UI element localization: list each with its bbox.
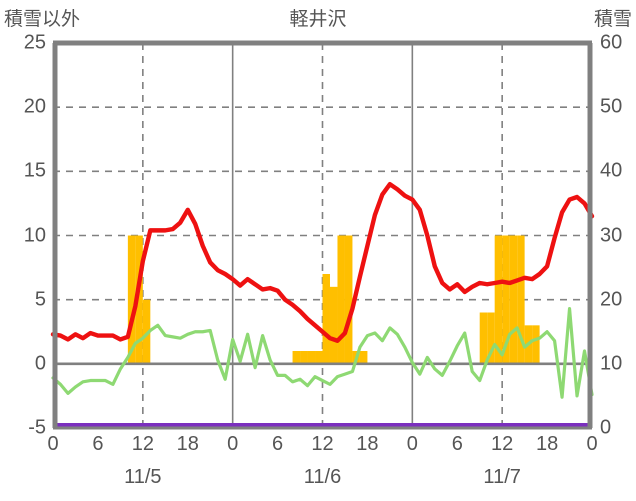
x-tick-5: 6: [272, 433, 284, 455]
day-label-11-6: 11/6: [303, 466, 342, 488]
x-tick-2: 12: [131, 433, 154, 455]
x-tick-1: 6: [92, 433, 104, 455]
precipitation-bar: [329, 286, 338, 364]
x-tick-11: 18: [535, 433, 559, 455]
y-tick-left-15: 15: [23, 159, 46, 182]
precipitation-bar: [359, 351, 368, 364]
y-tick-right-0: 0: [600, 416, 612, 439]
right-axis-title: 積雪: [593, 9, 632, 30]
precipitation-bar: [487, 312, 495, 364]
x-tick-3: 18: [176, 433, 199, 455]
x-tick-9: 6: [451, 433, 463, 455]
y-tick-left-10: 10: [23, 224, 46, 246]
y-tick-left-5: 5: [34, 288, 46, 311]
red-line-series: [50, 181, 595, 343]
y-tick-left-20: 20: [23, 95, 46, 118]
precipitation-bar: [127, 235, 136, 364]
precipitation-bar: [502, 235, 510, 364]
x-tick-8: 0: [406, 433, 418, 455]
y-tick-left-0: 0: [34, 352, 46, 375]
green-line-series: [51, 307, 594, 399]
y-tick-right-20: 20: [600, 288, 623, 311]
y-tick-right-50: 50: [600, 95, 623, 118]
precipitation-bar: [307, 351, 316, 364]
y-tick-right-30: 30: [600, 224, 623, 246]
day-label-11-7: 11/7: [483, 466, 521, 488]
y-tick-left--5: -5: [28, 416, 46, 439]
precipitation-bar: [135, 235, 143, 364]
precipitation-bar: [479, 312, 488, 364]
precipitation-bar: [337, 235, 345, 364]
x-tick-10: 12: [491, 433, 514, 455]
precipitation-bar: [344, 235, 353, 364]
day-label-11-5: 11/5: [124, 466, 162, 488]
precipitation-bar: [142, 299, 151, 364]
y-tick-left-25: 25: [23, 31, 46, 54]
precipitation-bar: [292, 351, 301, 364]
precipitation-bar: [517, 235, 525, 364]
precipitation-bar-group: [127, 235, 540, 364]
precipitation-bar: [509, 235, 518, 364]
y-tick-right-60: 60: [600, 31, 623, 54]
precipitation-bar: [300, 351, 308, 364]
y-tick-right-40: 40: [600, 159, 623, 182]
x-tick-6: 12: [311, 433, 334, 455]
y-tick-right-10: 10: [600, 352, 623, 375]
precipitation-bar: [315, 351, 323, 364]
precipitation-bar: [494, 235, 503, 364]
chart-title: 軽井沢: [289, 9, 347, 30]
x-tick-7: 18: [356, 433, 379, 455]
precipitation-bar: [532, 325, 540, 364]
x-tick-4: 0: [227, 433, 239, 455]
precipitation-bar: [322, 274, 330, 364]
left-axis-title: 積雪以外: [4, 9, 81, 30]
x-tick-12: 0: [586, 433, 598, 455]
x-tick-0: 0: [47, 433, 59, 455]
